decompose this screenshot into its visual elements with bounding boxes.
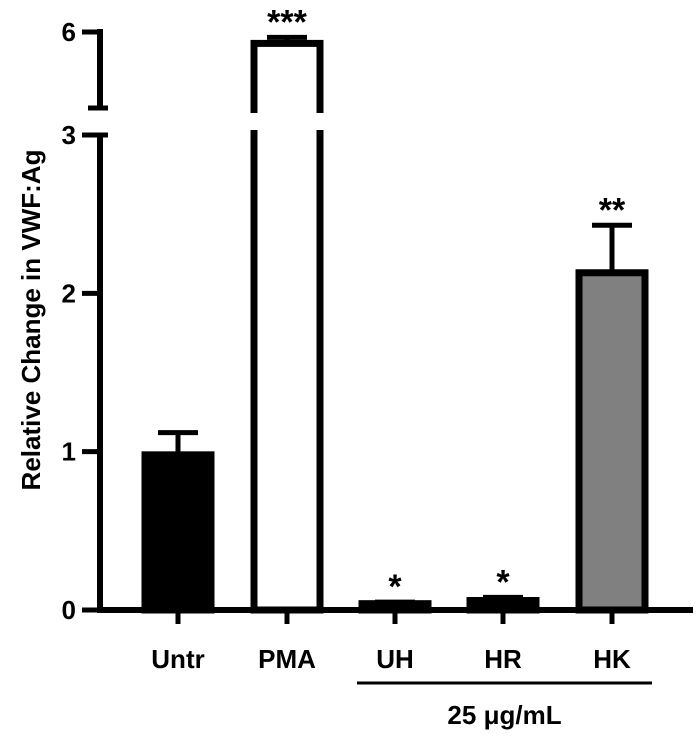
x-tick-label: HK [593, 644, 631, 674]
significance-label: *** [267, 3, 307, 41]
x-tick-label: UH [376, 644, 414, 674]
x-tick-label: HR [484, 644, 522, 674]
bar [141, 451, 215, 614]
axis-break-gap [80, 113, 693, 130]
x-tick-label: Untr [151, 644, 204, 674]
bar [575, 269, 649, 614]
bar [250, 39, 324, 614]
group-label: 25 μg/mL [447, 700, 561, 730]
significance-label: * [388, 568, 402, 606]
y-tick-label: 3 [62, 120, 76, 150]
y-tick-label: 2 [62, 278, 76, 308]
significance-label: * [496, 563, 510, 601]
significance-label: ** [599, 191, 626, 229]
y-tick-label: 1 [62, 437, 76, 467]
y-tick-label: 6 [62, 17, 76, 47]
y-tick-label: 0 [62, 595, 76, 625]
x-tick-label: PMA [258, 644, 316, 674]
y-axis-label: Relative Change in VWF:Ag [16, 150, 46, 491]
